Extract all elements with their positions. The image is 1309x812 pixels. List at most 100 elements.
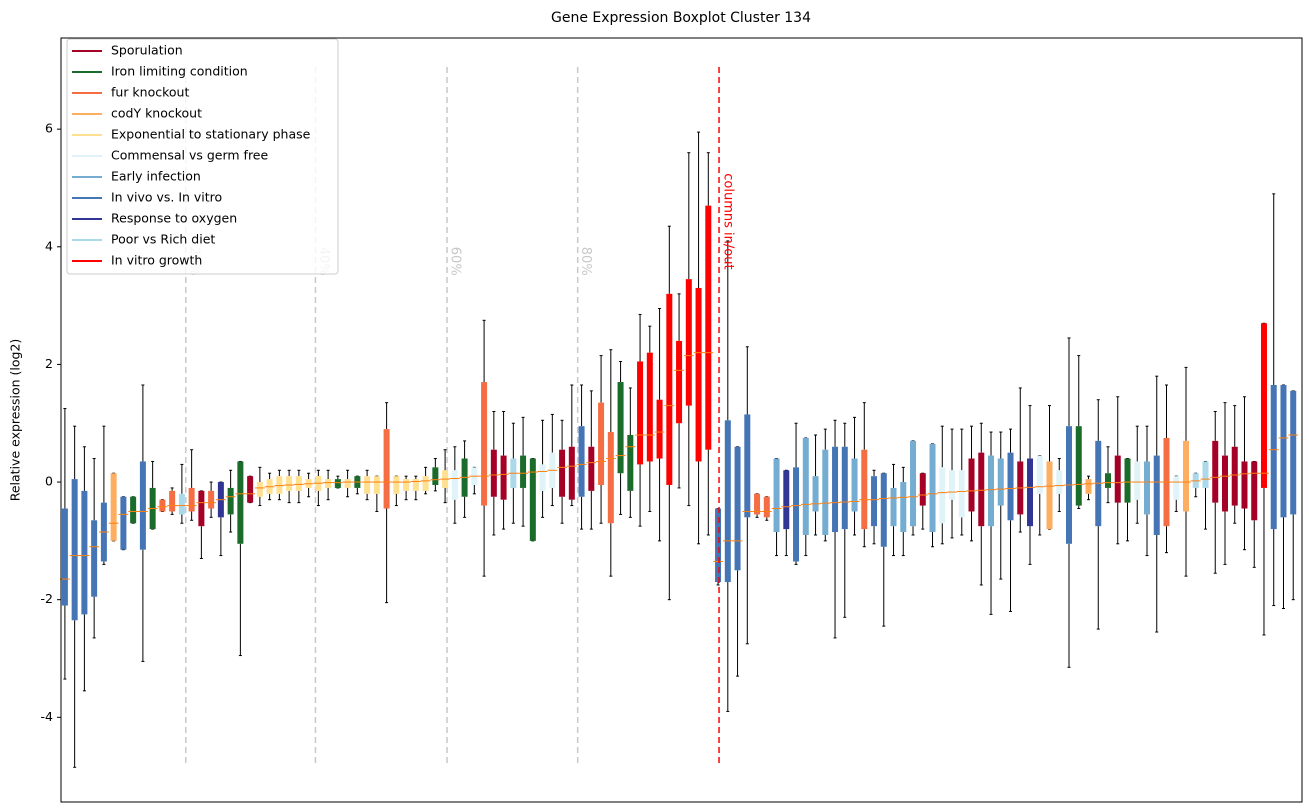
box <box>490 449 497 497</box>
y-tick-label: 4 <box>45 238 53 253</box>
box <box>822 449 829 535</box>
box <box>1114 455 1121 503</box>
box <box>646 352 653 462</box>
legend-label: In vivo vs. In vitro <box>111 190 222 205</box>
box <box>91 520 98 597</box>
box <box>520 455 527 488</box>
box <box>71 479 78 621</box>
box <box>198 490 205 527</box>
box <box>744 414 751 518</box>
box <box>1202 461 1209 488</box>
box <box>344 479 351 488</box>
box <box>919 473 926 506</box>
box <box>763 496 770 518</box>
box <box>851 458 858 512</box>
box <box>451 470 458 500</box>
box <box>432 467 439 485</box>
legend-label: Sporulation <box>111 43 183 58</box>
box <box>637 361 644 465</box>
box <box>656 399 663 459</box>
box <box>1027 458 1034 527</box>
box <box>968 458 975 512</box>
box <box>695 287 702 462</box>
box <box>1124 458 1131 503</box>
box <box>997 458 1004 506</box>
box <box>1085 479 1092 494</box>
box <box>286 476 293 491</box>
box <box>295 476 302 491</box>
legend-frame <box>66 38 339 275</box>
box <box>627 434 634 491</box>
box <box>178 493 185 515</box>
box <box>734 446 741 571</box>
box <box>81 490 88 615</box>
box <box>1007 452 1014 521</box>
box <box>373 476 380 494</box>
box <box>237 461 244 544</box>
box <box>325 479 332 488</box>
box <box>559 449 566 497</box>
box <box>1105 473 1112 488</box>
cutoff-label: columns in/out <box>721 173 736 269</box>
legend-label: Early infection <box>111 169 201 184</box>
box <box>1231 446 1238 506</box>
box <box>159 499 166 512</box>
box <box>120 496 127 550</box>
box <box>773 458 780 533</box>
box <box>110 473 117 541</box>
box <box>958 470 965 518</box>
legend-label: Exponential to stationary phase <box>111 127 311 142</box>
box <box>256 482 263 497</box>
y-tick-label: -4 <box>41 709 54 724</box>
box <box>1173 476 1180 500</box>
box <box>783 470 790 530</box>
box <box>754 493 761 515</box>
box <box>334 479 341 488</box>
box <box>715 508 722 583</box>
box <box>890 487 897 527</box>
legend-label: Response to oxygen <box>111 211 237 226</box>
box <box>929 443 936 533</box>
box <box>832 446 839 533</box>
plot-frame <box>60 37 1303 803</box>
box <box>422 476 429 491</box>
box <box>910 440 917 527</box>
box <box>578 426 585 497</box>
box <box>227 487 234 515</box>
box <box>1036 455 1043 494</box>
box <box>1260 323 1267 488</box>
legend-label: fur knockout <box>111 85 189 100</box>
box <box>1290 390 1297 515</box>
legend-label: Poor vs Rich diet <box>111 232 215 247</box>
box <box>1221 455 1228 512</box>
box <box>1046 461 1053 530</box>
box <box>685 279 692 406</box>
y-tick-label: 6 <box>45 121 53 136</box>
box <box>617 382 624 474</box>
box <box>393 476 400 494</box>
box <box>861 449 868 530</box>
legend-label: codY knockout <box>111 106 202 121</box>
box <box>383 429 390 509</box>
box <box>949 470 956 500</box>
box <box>724 420 731 583</box>
box <box>1270 385 1277 530</box>
box <box>871 476 878 527</box>
box <box>841 446 848 530</box>
legend-label: Commensal vs germ free <box>111 148 268 163</box>
box <box>1056 470 1063 494</box>
box <box>793 467 800 562</box>
box <box>539 464 546 491</box>
box <box>900 482 907 533</box>
legend-label: In vitro growth <box>111 253 202 268</box>
box <box>61 508 68 606</box>
box <box>130 496 137 524</box>
box <box>1212 440 1219 503</box>
box <box>139 461 146 550</box>
box <box>1143 461 1150 515</box>
chart-title: Gene Expression Boxplot Cluster 134 <box>551 10 811 26</box>
box <box>169 490 176 512</box>
legend: Sporulation Iron limiting condition fur kn… <box>66 38 339 275</box>
box <box>607 432 614 524</box>
box <box>276 476 283 494</box>
